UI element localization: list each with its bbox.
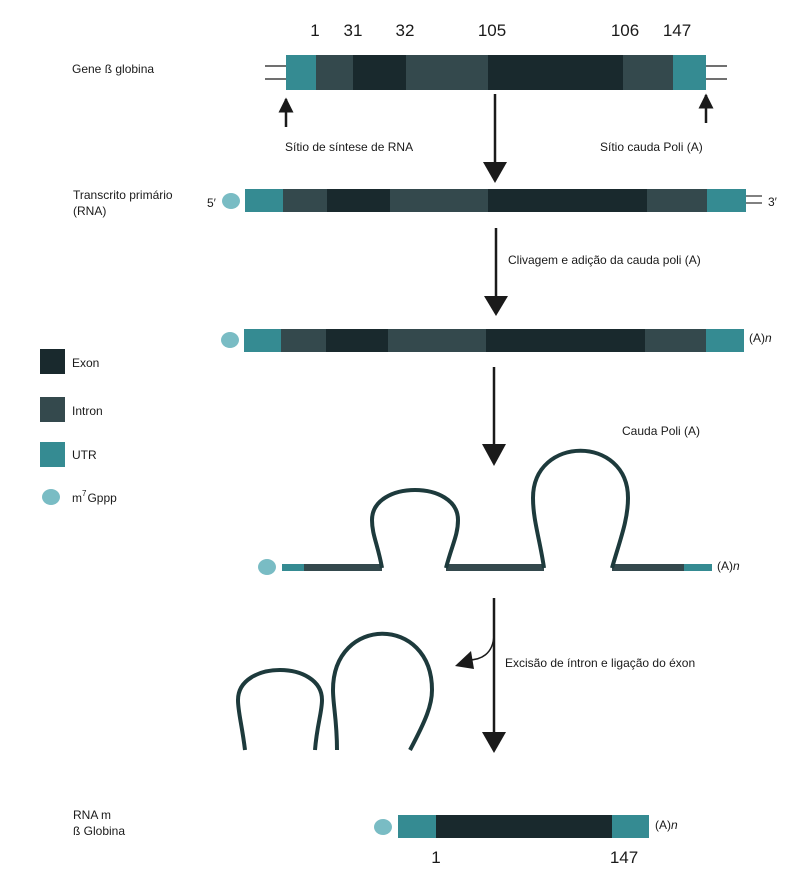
pa-segment-3 xyxy=(388,329,486,352)
excised-intron-small xyxy=(235,668,325,751)
loops-segment-3 xyxy=(612,564,684,571)
position-147: 147 xyxy=(663,21,691,40)
legend-utr-label: UTR xyxy=(72,448,97,462)
position-32: 32 xyxy=(396,21,415,40)
cap-icon-polyadenylated xyxy=(221,332,239,348)
primary-transcript-label-rna: (RNA) xyxy=(73,204,106,218)
mrna-bar xyxy=(398,815,649,838)
pa-segment-4 xyxy=(486,329,645,352)
mrna-label-globin: ß Globina xyxy=(73,824,125,838)
loops-utr-3 xyxy=(684,564,712,571)
legend-intron-label: Intron xyxy=(72,404,103,418)
polya-tail-caption: Cauda Poli (A) xyxy=(622,424,700,438)
gene-label: Gene ß globina xyxy=(72,62,154,76)
loops-segment-2 xyxy=(446,564,544,571)
transcription-arrowhead xyxy=(483,162,507,183)
position-105: 105 xyxy=(478,21,506,40)
position-106: 106 xyxy=(611,21,639,40)
excision-step-label: Excisão de íntron e ligação do éxon xyxy=(505,656,695,670)
mrna-coding-region xyxy=(436,815,612,838)
legend-exon-swatch xyxy=(40,349,65,374)
cap-icon-loops xyxy=(258,559,276,575)
loops-utr-5 xyxy=(282,564,304,571)
primary-transcript-label: Transcrito primário xyxy=(73,188,173,202)
legend-exon-label: Exon xyxy=(72,356,99,370)
mrna-label: RNA m xyxy=(73,808,111,822)
gene-utr-5 xyxy=(286,55,316,90)
pt-segment-4 xyxy=(488,189,647,212)
pt-segment-2 xyxy=(327,189,390,212)
primary-transcript-bar xyxy=(245,189,762,212)
intron-loop-small xyxy=(369,488,461,569)
excision-hook-arrow xyxy=(467,632,495,661)
mrna-utr-3 xyxy=(612,815,649,838)
cap-icon-primary xyxy=(222,193,240,209)
mrna-utr-5 xyxy=(398,815,436,838)
legend: Exon Intron UTR m7Gppp xyxy=(40,349,117,505)
three-prime-label: 3′ xyxy=(768,195,778,209)
mrna-tail-label: (A)n xyxy=(655,818,678,832)
loops-tail-label: (A)n xyxy=(717,559,740,573)
mrna-start-position: 1 xyxy=(431,848,440,867)
position-1: 1 xyxy=(310,21,319,40)
gene-exon-2 xyxy=(406,55,488,90)
pa-utr-5 xyxy=(244,329,281,352)
legend-intron-swatch xyxy=(40,397,65,422)
gene-exon-1 xyxy=(316,55,353,90)
cap-icon-mrna xyxy=(374,819,392,835)
pa-segment-2 xyxy=(326,329,388,352)
legend-utr-swatch xyxy=(40,442,65,467)
gene-intron-1 xyxy=(353,55,406,90)
excised-intron-large xyxy=(330,631,435,751)
polya-tail-label: (A)n xyxy=(749,331,772,345)
cleavage-step-label: Clivagem e adição da cauda poli (A) xyxy=(508,253,701,267)
loops-segment-1 xyxy=(304,564,382,571)
pa-segment-5 xyxy=(645,329,706,352)
pt-segment-5 xyxy=(647,189,707,212)
intron-loop-large xyxy=(530,448,631,569)
gene-intron-2 xyxy=(488,55,623,90)
pa-utr-3 xyxy=(706,329,744,352)
gene-exon-3 xyxy=(623,55,673,90)
gene-bar xyxy=(265,55,727,90)
pa-segment-1 xyxy=(281,329,326,352)
pt-utr-3 xyxy=(707,189,746,212)
legend-cap-icon xyxy=(42,489,60,505)
pt-utr-5 xyxy=(245,189,283,212)
cleavage-arrowhead xyxy=(484,296,508,316)
pt-segment-3 xyxy=(390,189,488,212)
legend-cap-label: m7Gppp xyxy=(72,489,117,505)
five-prime-label: 5′ xyxy=(207,196,217,210)
position-31: 31 xyxy=(344,21,363,40)
pt-segment-1 xyxy=(283,189,327,212)
folding-arrowhead xyxy=(482,444,506,466)
polyadenylated-transcript-bar xyxy=(244,329,744,352)
gene-position-numbers: 1 31 32 105 106 147 xyxy=(310,21,691,40)
excision-hook-arrowhead xyxy=(455,651,474,669)
rna-start-site-label: Sítio de síntese de RNA xyxy=(285,140,413,154)
looped-transcript xyxy=(282,448,712,571)
mrna-end-position: 147 xyxy=(610,848,638,867)
splicing-arrowhead xyxy=(482,732,506,753)
polya-site-label: Sítio cauda Poli (A) xyxy=(600,140,703,154)
gene-utr-3 xyxy=(673,55,706,90)
